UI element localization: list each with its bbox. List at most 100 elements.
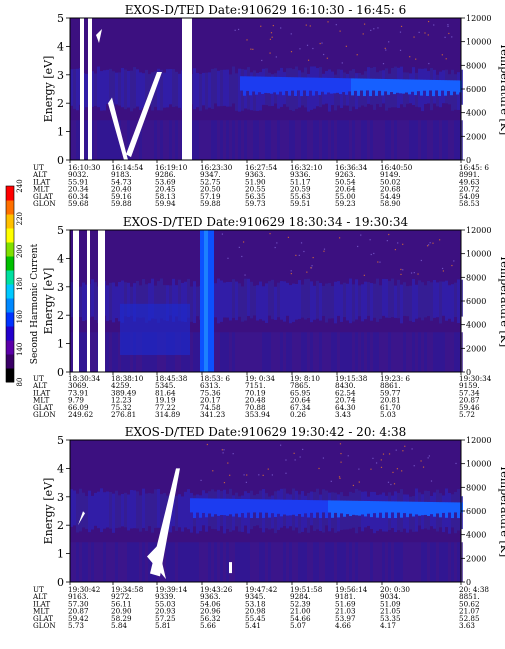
cell-value: 4.17: [380, 621, 396, 630]
cell-value: 19:51:58: [290, 585, 323, 594]
cell-value: 21.05: [380, 607, 401, 616]
cell-value: 5.72: [459, 410, 475, 419]
row-label: ALT: [32, 381, 47, 390]
y-axis-label: Energy [eV]: [42, 268, 55, 335]
colorbar-segment: [6, 354, 14, 369]
cell-value: 16:19:10: [155, 163, 188, 172]
cell-value: 19:34:58: [111, 585, 144, 594]
cell-value: 54.09: [459, 192, 480, 201]
cell-value: 20.81: [380, 396, 401, 405]
y-tick-label: 4: [57, 40, 64, 53]
cell-value: 59.42: [68, 614, 89, 623]
cell-value: 60.34: [68, 192, 89, 201]
cell-value: 20.68: [380, 185, 401, 194]
colorbar-tick-label: 140: [16, 343, 24, 356]
cell-value: 52.39: [290, 599, 311, 608]
cell-value: 51.90: [245, 177, 266, 186]
y2-tick-label: 8000: [466, 273, 486, 282]
cell-value: 276.81: [111, 410, 136, 419]
y-tick-label: 3: [57, 281, 64, 294]
panel-title: EXOS-D/TED Date:910629 18:30:34 - 19:30:…: [123, 215, 409, 229]
cell-value: 52.85: [459, 614, 480, 623]
y2-tick-label: 4000: [466, 531, 486, 540]
y-tick-label: 5: [57, 224, 64, 237]
cell-value: 314.89: [155, 410, 181, 419]
cell-value: 5.81: [155, 621, 171, 630]
y2-tick-label: 10000: [466, 460, 491, 469]
cell-value: 59.68: [68, 199, 89, 208]
cell-value: 5345.: [155, 381, 176, 390]
spectrogram-features: [80, 18, 192, 160]
cell-value: 55.91: [68, 177, 89, 186]
row-label: ALT: [32, 170, 47, 179]
cell-value: 8430.: [335, 381, 356, 390]
cell-value: 58.53: [459, 199, 480, 208]
y-tick-label: 1: [57, 548, 64, 561]
cell-value: 77.22: [155, 403, 176, 412]
cell-value: 55.45: [245, 614, 266, 623]
y-tick-label: 1: [57, 126, 64, 139]
cell-value: 59.88: [200, 199, 221, 208]
cell-value: 20.55: [245, 185, 266, 194]
cell-value: 9347.: [200, 170, 221, 179]
cell-value: 18:30:34: [68, 374, 101, 383]
cell-value: 59.94: [155, 199, 176, 208]
cell-value: 19.19: [155, 396, 176, 405]
y-tick-label: 0: [57, 576, 64, 589]
cell-value: 7865.: [290, 381, 311, 390]
cell-value: 20: 4:38: [459, 585, 489, 594]
row-label: MLT: [33, 607, 50, 616]
y-tick-label: 4: [57, 252, 64, 265]
spectrogram-cells: [70, 20, 463, 160]
colorbar-segment: [6, 340, 14, 355]
colorbar-tick-label: 160: [16, 310, 24, 323]
y-tick-label: 5: [57, 12, 64, 25]
colorbar-segment: [6, 200, 14, 215]
cell-value: 8861.: [380, 381, 401, 390]
cell-value: 9339.: [155, 592, 176, 601]
cell-value: 353.94: [245, 410, 271, 419]
y2-tick-label: 2000: [466, 344, 486, 353]
row-label: ALT: [32, 592, 47, 601]
cell-value: 75.32: [111, 403, 132, 412]
cell-value: 67.34: [290, 403, 311, 412]
cell-value: 19:39:14: [155, 585, 188, 594]
y2-axis-label: Temperature [K]: [498, 465, 505, 557]
cell-value: 70.19: [245, 388, 266, 397]
cell-value: 5.41: [245, 621, 261, 630]
cell-value: 20.50: [200, 185, 221, 194]
y-tick-label: 3: [57, 491, 64, 504]
y-tick-label: 0: [57, 154, 64, 167]
row-label: ILAT: [33, 599, 50, 608]
cell-value: 66.09: [68, 403, 89, 412]
cell-value: 9032.: [68, 170, 89, 179]
cell-value: 21.00: [290, 607, 311, 616]
y-tick-label: 5: [57, 434, 64, 447]
cell-value: 56.11: [111, 599, 132, 608]
cell-value: 20.96: [200, 607, 221, 616]
cell-value: 16:36:34: [335, 163, 368, 172]
colorbar-segment: [6, 186, 14, 201]
colorbar-segment: [6, 256, 14, 271]
cell-value: 8851.: [459, 592, 480, 601]
row-label: GLON: [33, 199, 56, 208]
row-label: GLON: [33, 621, 56, 630]
spectrogram-panel-3: EXOS-D/TED Date:910629 19:30:42 - 20: 4:…: [32, 425, 505, 630]
cell-value: 16:32:10: [290, 163, 323, 172]
y2-tick-label: 8000: [466, 483, 486, 492]
cell-value: 9363.: [245, 170, 266, 179]
cell-value: 16:40:50: [380, 163, 413, 172]
cell-value: 53.69: [155, 177, 176, 186]
row-label: ILAT: [33, 388, 50, 397]
cell-value: 61.70: [380, 403, 401, 412]
cell-value: 73.91: [68, 388, 89, 397]
cell-value: 20.59: [290, 185, 311, 194]
y-tick-label: 2: [57, 519, 64, 532]
colorbar-segment: [6, 270, 14, 285]
cell-value: 20.87: [68, 607, 89, 616]
cell-value: 74.58: [200, 403, 221, 412]
cell-value: 3.43: [335, 410, 351, 419]
row-label: GLAT: [33, 192, 53, 201]
y2-tick-label: 12000: [466, 14, 491, 23]
